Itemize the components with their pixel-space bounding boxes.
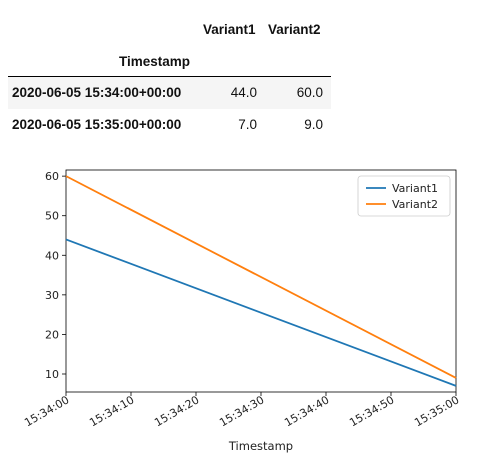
row-index-label: 2020-06-05 15:34:00+00:00: [12, 85, 182, 100]
legend-label-variant2: Variant2: [392, 198, 438, 211]
table-row: 2020-06-05 15:34:00+00:00 44.0 60.0: [8, 77, 331, 109]
y-tick-label: 60: [45, 170, 59, 183]
dataframe-table: Variant1 Variant2 Timestamp 2020-06-05 1…: [8, 14, 331, 132]
x-tick-label: 15:34:50: [347, 393, 396, 429]
x-tick-label: 15:35:00: [412, 393, 461, 429]
column-header-variant2: Variant2: [268, 22, 321, 37]
cell-variant2: 60.0: [296, 85, 323, 100]
table-index-name-row: Timestamp: [8, 48, 331, 74]
line-chart: 10 20 30 40 50 60 15:34:00 15:34:10 15:34:20 15:3…: [0, 160, 500, 460]
cell-variant1: 7.0: [238, 117, 257, 132]
series-line-variant1: [65, 238, 457, 387]
y-tick-label: 50: [45, 210, 59, 223]
x-tick-label: 15:34:00: [22, 393, 71, 429]
series-line-variant2: [65, 175, 457, 379]
x-axis-label: Timestamp: [228, 439, 293, 453]
cell-variant2: 9.0: [304, 117, 323, 132]
y-tick-label: 40: [45, 249, 59, 262]
table-header-divider: [8, 76, 331, 77]
x-tick-label: 15:34:30: [217, 393, 266, 429]
x-tick-label: 15:34:10: [87, 393, 136, 429]
x-tick-label: 15:34:20: [152, 393, 201, 429]
legend-label-variant1: Variant1: [392, 182, 438, 195]
table-header-row: Variant1 Variant2: [8, 14, 331, 48]
x-tick-label: 15:34:40: [282, 393, 331, 429]
line-chart-svg: 10 20 30 40 50 60 15:34:00 15:34:10 15:34:20 15:3…: [22, 169, 462, 453]
index-name-label: Timestamp: [118, 54, 190, 69]
legend-box: [357, 175, 451, 217]
y-tick-label: 30: [45, 289, 59, 302]
column-header-variant1: Variant1: [203, 22, 256, 37]
table-row: 2020-06-05 15:35:00+00:00 7.0 9.0: [8, 109, 331, 141]
y-tick-label: 20: [45, 328, 59, 341]
row-index-label: 2020-06-05 15:35:00+00:00: [12, 117, 182, 132]
cell-variant1: 44.0: [230, 85, 257, 100]
y-tick-label: 10: [45, 368, 59, 381]
